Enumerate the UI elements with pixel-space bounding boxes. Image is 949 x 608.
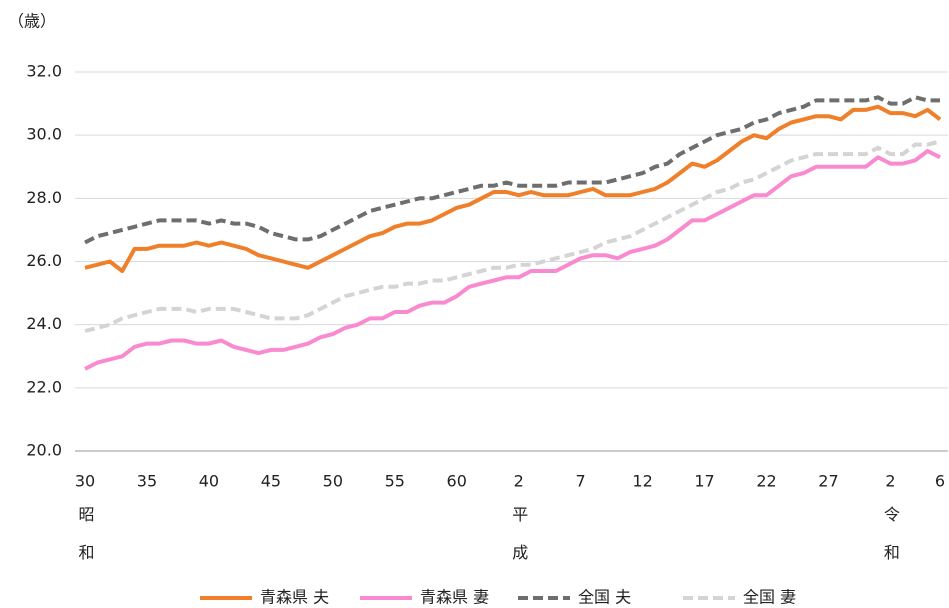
series-line [84, 149, 941, 371]
legend-label: 青森県 妻 [420, 588, 489, 607]
series-line [84, 104, 942, 273]
x-tick-label: 7 [576, 472, 586, 491]
era-label: 平成 [509, 506, 528, 582]
x-tick-label: 40 [199, 472, 219, 491]
era-label: 昭和 [76, 506, 95, 582]
x-tick-label: 55 [385, 472, 405, 491]
era-label: 令和 [881, 506, 900, 582]
y-tick-label: 28.0 [26, 188, 62, 207]
legend-label: 全国 妻 [743, 588, 796, 607]
y-tick-label: 32.0 [26, 62, 62, 81]
x-tick-label: 17 [694, 472, 714, 491]
y-tick-label: 20.0 [26, 441, 62, 460]
x-tick-label: 12 [632, 472, 652, 491]
x-tick-label: 2 [885, 472, 895, 491]
y-tick-label: 26.0 [26, 251, 62, 270]
x-tick-label: 6 [935, 472, 945, 491]
x-tick-label: 2 [514, 472, 524, 491]
x-tick-label: 30 [75, 472, 95, 491]
x-tick-label: 50 [323, 472, 343, 491]
y-unit: （歳） [8, 12, 56, 31]
y-tick-label: 24.0 [26, 314, 62, 333]
x-tick-label: 45 [261, 472, 281, 491]
series-line [84, 139, 941, 333]
x-tick-label: 27 [818, 472, 838, 491]
x-tick-label: 22 [756, 472, 776, 491]
y-tick-label: 22.0 [26, 377, 62, 396]
legend-label: 青森県 夫 [260, 588, 329, 607]
y-tick-label: 30.0 [26, 125, 62, 144]
legend-label: 全国 夫 [578, 588, 631, 607]
x-tick-label: 60 [447, 472, 467, 491]
x-tick-label: 35 [137, 472, 157, 491]
